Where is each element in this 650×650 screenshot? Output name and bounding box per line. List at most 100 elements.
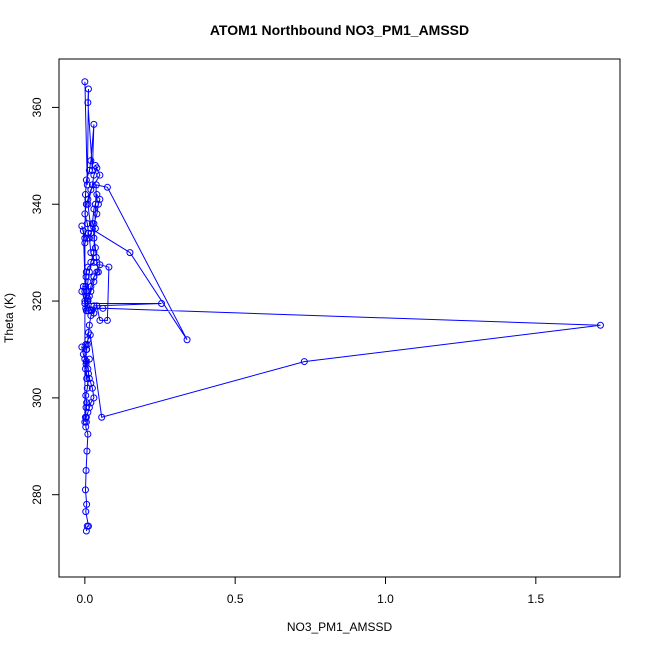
data-point bbox=[84, 85, 92, 93]
y-tick-label: 300 bbox=[30, 388, 44, 408]
data-point bbox=[93, 191, 101, 199]
data-point bbox=[82, 404, 90, 412]
data-point bbox=[81, 191, 89, 199]
data-point bbox=[79, 227, 87, 235]
data-point bbox=[79, 350, 87, 358]
data-point bbox=[78, 222, 86, 230]
data-point bbox=[88, 181, 96, 189]
data-point bbox=[93, 258, 101, 266]
data-point bbox=[81, 418, 89, 426]
data-point bbox=[82, 423, 90, 431]
data-point bbox=[82, 358, 90, 366]
data-point bbox=[87, 399, 95, 407]
data-point bbox=[103, 316, 111, 324]
data-point bbox=[82, 283, 90, 291]
data-point bbox=[87, 249, 95, 257]
data-point bbox=[83, 384, 91, 392]
y-tick-label: 360 bbox=[30, 97, 44, 117]
data-point bbox=[81, 234, 89, 242]
x-tick-label: 0.0 bbox=[77, 592, 94, 606]
data-point bbox=[81, 210, 89, 218]
data-point bbox=[84, 336, 92, 344]
data-point bbox=[84, 430, 92, 438]
data-point bbox=[87, 157, 95, 165]
y-axis: 280 300 320 340 360 bbox=[30, 97, 60, 505]
data-point bbox=[82, 273, 90, 281]
data-point bbox=[93, 302, 101, 310]
data-point bbox=[96, 195, 104, 203]
data-point bbox=[103, 183, 111, 191]
data-point bbox=[91, 162, 99, 170]
data-point bbox=[90, 273, 98, 281]
data-point bbox=[84, 408, 92, 416]
data-point bbox=[84, 297, 92, 305]
data-point bbox=[83, 375, 91, 383]
y-axis-label: Theta (K) bbox=[2, 293, 16, 343]
data-point bbox=[90, 394, 98, 402]
data-point bbox=[82, 200, 90, 208]
data-point bbox=[83, 181, 91, 189]
x-tick-label: 0.5 bbox=[227, 592, 244, 606]
data-point bbox=[596, 321, 604, 329]
data-point bbox=[82, 413, 90, 421]
y-tick-label: 280 bbox=[30, 484, 44, 504]
data-point bbox=[85, 292, 93, 300]
data-point bbox=[83, 447, 91, 455]
data-point bbox=[90, 205, 98, 213]
y-tick-label: 340 bbox=[30, 194, 44, 214]
y-tick-label: 320 bbox=[30, 291, 44, 311]
x-tick-label: 1.0 bbox=[377, 592, 394, 606]
data-point bbox=[93, 210, 101, 218]
data-point bbox=[90, 302, 98, 310]
data-point bbox=[88, 384, 96, 392]
data-point bbox=[126, 249, 134, 257]
data-point bbox=[82, 304, 90, 312]
data-point bbox=[88, 220, 96, 228]
data-point bbox=[84, 370, 92, 378]
data-point bbox=[82, 287, 90, 295]
data-point bbox=[91, 244, 99, 252]
data-point bbox=[91, 224, 99, 232]
data-point bbox=[96, 316, 104, 324]
data-point bbox=[82, 176, 90, 184]
data-point bbox=[78, 343, 86, 351]
data-point bbox=[85, 166, 93, 174]
data-point bbox=[84, 365, 92, 373]
data-point bbox=[85, 404, 93, 412]
data-point bbox=[85, 375, 93, 383]
data-point bbox=[84, 522, 92, 530]
data-point bbox=[84, 99, 92, 107]
data-point bbox=[87, 379, 95, 387]
chart-title: ATOM1 Northbound NO3_PM1_AMSSD bbox=[210, 22, 469, 38]
data-point bbox=[87, 283, 95, 291]
data-point bbox=[90, 278, 98, 286]
data-point bbox=[99, 304, 107, 312]
data-point bbox=[183, 336, 191, 344]
data-point bbox=[82, 391, 90, 399]
data-point bbox=[82, 508, 90, 516]
data-point bbox=[300, 358, 308, 366]
data-point bbox=[87, 312, 95, 320]
data-point bbox=[79, 283, 87, 291]
data-point bbox=[94, 268, 102, 276]
data-point bbox=[96, 171, 104, 179]
data-point bbox=[83, 500, 91, 508]
data-point bbox=[81, 365, 89, 373]
data-point bbox=[78, 287, 86, 295]
data-point bbox=[90, 234, 98, 242]
data-point bbox=[92, 253, 100, 261]
series-layer bbox=[78, 78, 604, 535]
data-point bbox=[91, 200, 99, 208]
data-point bbox=[87, 229, 95, 237]
data-point bbox=[87, 287, 95, 295]
data-point bbox=[87, 186, 95, 194]
data-point bbox=[92, 181, 100, 189]
data-point bbox=[82, 360, 90, 368]
data-point bbox=[82, 268, 90, 276]
data-point bbox=[81, 239, 89, 247]
data-point bbox=[85, 321, 93, 329]
x-axis-label: NO3_PM1_AMSSD bbox=[287, 620, 393, 634]
data-point bbox=[84, 329, 92, 337]
data-point bbox=[82, 466, 90, 474]
